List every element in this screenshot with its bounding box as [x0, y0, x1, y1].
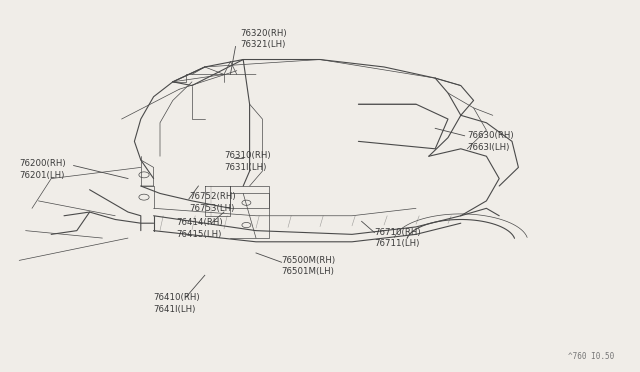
Text: 76410(RH)
7641I(LH): 76410(RH) 7641I(LH) — [154, 293, 200, 314]
Text: 76500M(RH)
76501M(LH): 76500M(RH) 76501M(LH) — [282, 256, 336, 276]
Text: 76200(RH)
76201(LH): 76200(RH) 76201(LH) — [19, 159, 66, 180]
Text: 76414(RH)
76415(LH): 76414(RH) 76415(LH) — [176, 218, 223, 239]
Text: 76710(RH)
76711(LH): 76710(RH) 76711(LH) — [374, 228, 421, 248]
Text: ^760 I0.50: ^760 I0.50 — [568, 352, 614, 361]
Text: 76320(RH)
76321(LH): 76320(RH) 76321(LH) — [240, 29, 287, 49]
Text: 76630(RH)
7663I(LH): 76630(RH) 7663I(LH) — [467, 131, 514, 152]
Text: 76752(RH)
76753(LH): 76752(RH) 76753(LH) — [189, 192, 236, 213]
Text: 76310(RH)
7631I(LH): 76310(RH) 7631I(LH) — [224, 151, 271, 172]
